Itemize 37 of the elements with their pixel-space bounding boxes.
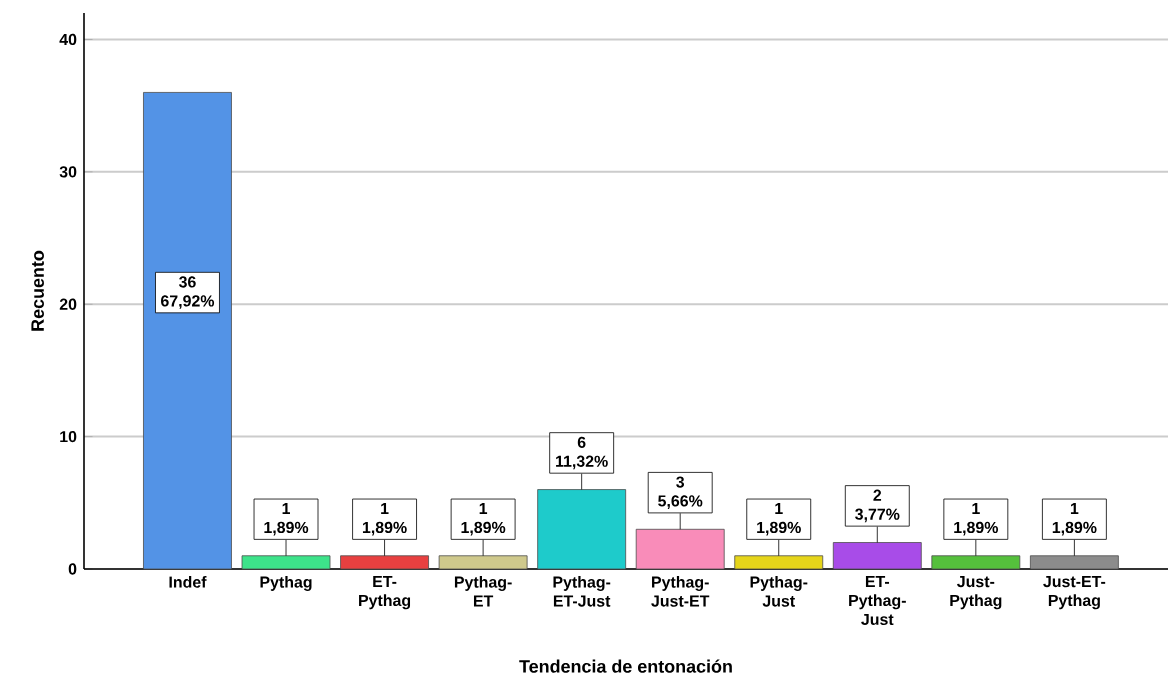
y-axis-title: Recuento bbox=[31, 250, 44, 331]
x-tick-label: Pythag-ET bbox=[454, 576, 512, 607]
data-label: 1 1,89% bbox=[362, 503, 407, 536]
data-label: 1 1,89% bbox=[461, 503, 506, 536]
data-label: 2 3,77% bbox=[855, 489, 900, 523]
x-tick-label: Indef bbox=[169, 576, 207, 588]
x-tick-label: Just-Pythag bbox=[950, 576, 1002, 610]
bar bbox=[537, 489, 627, 570]
data-label: 6 11,32% bbox=[556, 436, 608, 470]
bar bbox=[635, 528, 725, 570]
x-tick-label: Pythag-Just bbox=[750, 576, 808, 607]
data-label: 1 1,89% bbox=[1052, 503, 1097, 536]
x-tick-label: Pythag-ET-Just bbox=[553, 576, 611, 607]
y-tick-label: 10 bbox=[60, 430, 77, 443]
x-tick-label: Pythag-Just-ET bbox=[651, 576, 710, 607]
x-axis-title: Tendencia de entonación bbox=[519, 659, 732, 673]
y-tick-label: 0 bbox=[68, 563, 77, 575]
bar bbox=[734, 555, 824, 570]
data-label: 3 5,66% bbox=[658, 476, 703, 509]
bar bbox=[931, 555, 1021, 570]
bar bbox=[340, 555, 429, 570]
bar bbox=[832, 542, 922, 570]
data-label: 1 1,89% bbox=[757, 503, 801, 536]
y-tick-label: 40 bbox=[59, 33, 77, 46]
bar bbox=[438, 555, 528, 570]
x-tick-label: ET-Pythag bbox=[359, 576, 411, 610]
data-label: 1 1,89% bbox=[264, 503, 309, 536]
x-tick-label: Just-ET-Pythag bbox=[1043, 576, 1106, 610]
data-label: 36 67,92% bbox=[161, 276, 215, 309]
data-label: 1 1,89% bbox=[954, 503, 999, 536]
y-tick-label: 30 bbox=[59, 166, 77, 178]
bar bbox=[1029, 555, 1119, 570]
x-tick-label: ET-Pythag-Just bbox=[849, 576, 906, 626]
x-tick-label: Pythag bbox=[260, 576, 312, 591]
bar bbox=[241, 555, 331, 570]
bar bbox=[143, 92, 232, 570]
y-tick-label: 20 bbox=[59, 298, 77, 310]
